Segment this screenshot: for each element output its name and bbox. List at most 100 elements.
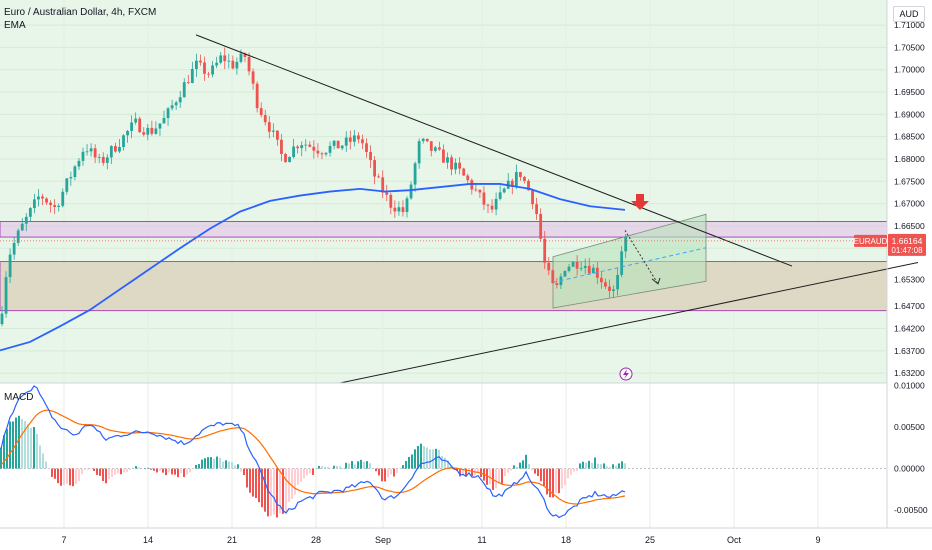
macd-line[interactable]: [0, 385, 626, 519]
candle-108[interactable]: [438, 141, 441, 151]
candle-95[interactable]: [385, 184, 389, 202]
candle-28[interactable]: [114, 142, 117, 153]
candle-131[interactable]: [531, 189, 534, 210]
candle-77[interactable]: [312, 140, 316, 159]
ema-line[interactable]: [0, 183, 626, 352]
candle-0[interactable]: [0, 306, 4, 327]
candle-91[interactable]: [369, 145, 372, 169]
candle-99[interactable]: [401, 200, 405, 217]
candle-89[interactable]: [361, 134, 364, 150]
candle-83[interactable]: [336, 140, 340, 149]
candle-42[interactable]: [170, 99, 174, 111]
candle-143[interactable]: [579, 261, 583, 272]
candle-76[interactable]: [308, 141, 312, 148]
candle-152[interactable]: [616, 268, 619, 296]
uptrend-line[interactable]: [339, 262, 919, 384]
candle-94[interactable]: [381, 170, 385, 199]
candle-112[interactable]: [454, 158, 457, 175]
candle-87[interactable]: [352, 130, 356, 147]
candle-50[interactable]: [203, 56, 206, 81]
candle-71[interactable]: [288, 156, 291, 163]
candle-10[interactable]: [41, 193, 44, 206]
candle-105[interactable]: [425, 138, 429, 143]
candle-97[interactable]: [393, 200, 397, 218]
candle-27[interactable]: [109, 145, 113, 164]
candle-85[interactable]: [344, 131, 348, 152]
candle-44[interactable]: [178, 91, 182, 108]
candle-61[interactable]: [247, 52, 251, 76]
candle-54[interactable]: [219, 52, 223, 65]
candle-69[interactable]: [280, 133, 283, 162]
candle-133[interactable]: [539, 208, 543, 242]
candle-107[interactable]: [433, 145, 437, 153]
candle-9[interactable]: [37, 189, 40, 207]
candle-140[interactable]: [567, 263, 571, 273]
candle-39[interactable]: [158, 123, 162, 136]
candle-2[interactable]: [8, 248, 12, 284]
candle-45[interactable]: [182, 78, 186, 98]
candle-19[interactable]: [77, 157, 81, 170]
candle-121[interactable]: [490, 199, 494, 213]
candle-84[interactable]: [340, 144, 344, 151]
price-axis[interactable]: 1.71000 1.70500 1.70000 1.69500 1.69000 1.685…: [894, 20, 925, 378]
candle-114[interactable]: [462, 167, 466, 176]
candle-29[interactable]: [118, 139, 121, 154]
candle-62[interactable]: [251, 68, 255, 90]
candle-110[interactable]: [446, 152, 449, 169]
candle-33[interactable]: [134, 112, 138, 125]
candle-154[interactable]: [624, 234, 628, 259]
candle-20[interactable]: [81, 147, 85, 166]
candle-51[interactable]: [207, 71, 210, 78]
candle-104[interactable]: [421, 137, 425, 144]
candle-129[interactable]: [523, 175, 526, 184]
candle-90[interactable]: [365, 138, 368, 158]
candle-70[interactable]: [284, 152, 287, 163]
candle-8[interactable]: [33, 193, 36, 214]
candle-32[interactable]: [130, 115, 133, 139]
candle-65[interactable]: [263, 109, 267, 126]
candle-11[interactable]: [45, 197, 48, 206]
candle-106[interactable]: [429, 141, 433, 157]
candles[interactable]: [0, 47, 628, 327]
candle-113[interactable]: [458, 157, 462, 175]
candle-22[interactable]: [89, 143, 93, 157]
candle-21[interactable]: [85, 144, 89, 156]
candle-38[interactable]: [154, 121, 158, 135]
candle-142[interactable]: [575, 255, 579, 276]
candle-153[interactable]: [620, 245, 624, 278]
support-zone[interactable]: [0, 261, 888, 312]
candle-144[interactable]: [583, 258, 587, 275]
candle-36[interactable]: [146, 123, 150, 141]
candle-122[interactable]: [494, 192, 498, 216]
candle-141[interactable]: [571, 260, 575, 268]
candle-98[interactable]: [397, 201, 401, 216]
candle-146[interactable]: [591, 264, 595, 274]
candle-88[interactable]: [357, 132, 360, 144]
candle-58[interactable]: [235, 57, 239, 75]
candle-31[interactable]: [126, 129, 129, 143]
candle-47[interactable]: [190, 61, 194, 84]
candle-115[interactable]: [466, 173, 470, 185]
candle-92[interactable]: [373, 156, 376, 185]
candle-135[interactable]: [547, 257, 551, 276]
candle-63[interactable]: [255, 81, 259, 113]
candle-148[interactable]: [600, 270, 603, 289]
candle-7[interactable]: [28, 207, 32, 221]
candle-150[interactable]: [608, 279, 611, 299]
macd-signal-line[interactable]: [0, 409, 626, 505]
candle-132[interactable]: [535, 197, 538, 220]
candle-145[interactable]: [587, 257, 591, 275]
candle-4[interactable]: [16, 228, 20, 246]
candle-53[interactable]: [215, 56, 219, 69]
candle-55[interactable]: [223, 47, 227, 70]
candle-103[interactable]: [417, 138, 421, 169]
candle-56[interactable]: [227, 53, 231, 69]
candle-118[interactable]: [478, 189, 482, 198]
time-axis[interactable]: 7 14 21 28 Sep 11 18 25 Oct 9: [61, 535, 820, 545]
candle-3[interactable]: [12, 237, 16, 260]
candle-75[interactable]: [304, 139, 308, 152]
candle-25[interactable]: [101, 152, 105, 166]
candle-40[interactable]: [162, 110, 166, 124]
candle-74[interactable]: [300, 141, 304, 157]
